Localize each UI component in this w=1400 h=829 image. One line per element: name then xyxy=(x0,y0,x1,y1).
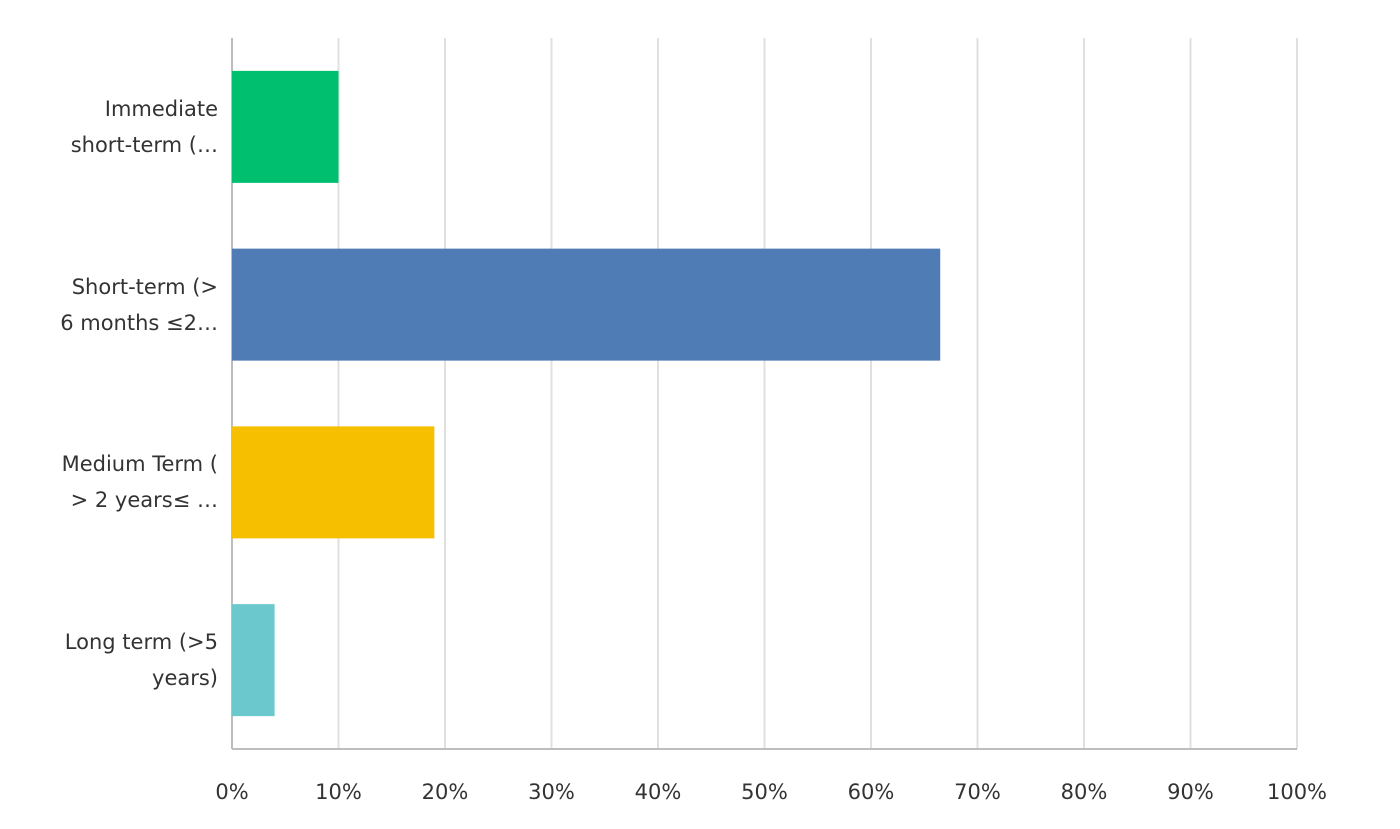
y-tick-label: Short-term (> 6 months ≤2… xyxy=(60,274,218,335)
bar xyxy=(232,70,339,183)
x-tick-label: 20% xyxy=(422,780,469,804)
x-tick-label: 100% xyxy=(1267,780,1327,804)
x-tick-label: 70% xyxy=(954,780,1001,804)
x-tick-label: 50% xyxy=(741,780,788,804)
y-tick-label: Long term (>5 years) xyxy=(64,630,218,691)
y-tick-label: Immediate short-term (… xyxy=(70,96,218,157)
y-tick-label: Medium Term ( > 2 years≤ … xyxy=(61,452,218,513)
x-tick-label: 0% xyxy=(215,780,248,804)
bar xyxy=(232,426,435,539)
x-tick-label: 30% xyxy=(528,780,575,804)
x-tick-label: 40% xyxy=(635,780,682,804)
bar xyxy=(232,604,275,717)
x-tick-label: 10% xyxy=(315,780,362,804)
x-tick-label: 90% xyxy=(1167,780,1214,804)
x-tick-label: 60% xyxy=(848,780,895,804)
x-tick-label: 80% xyxy=(1061,780,1108,804)
bar xyxy=(232,248,941,361)
